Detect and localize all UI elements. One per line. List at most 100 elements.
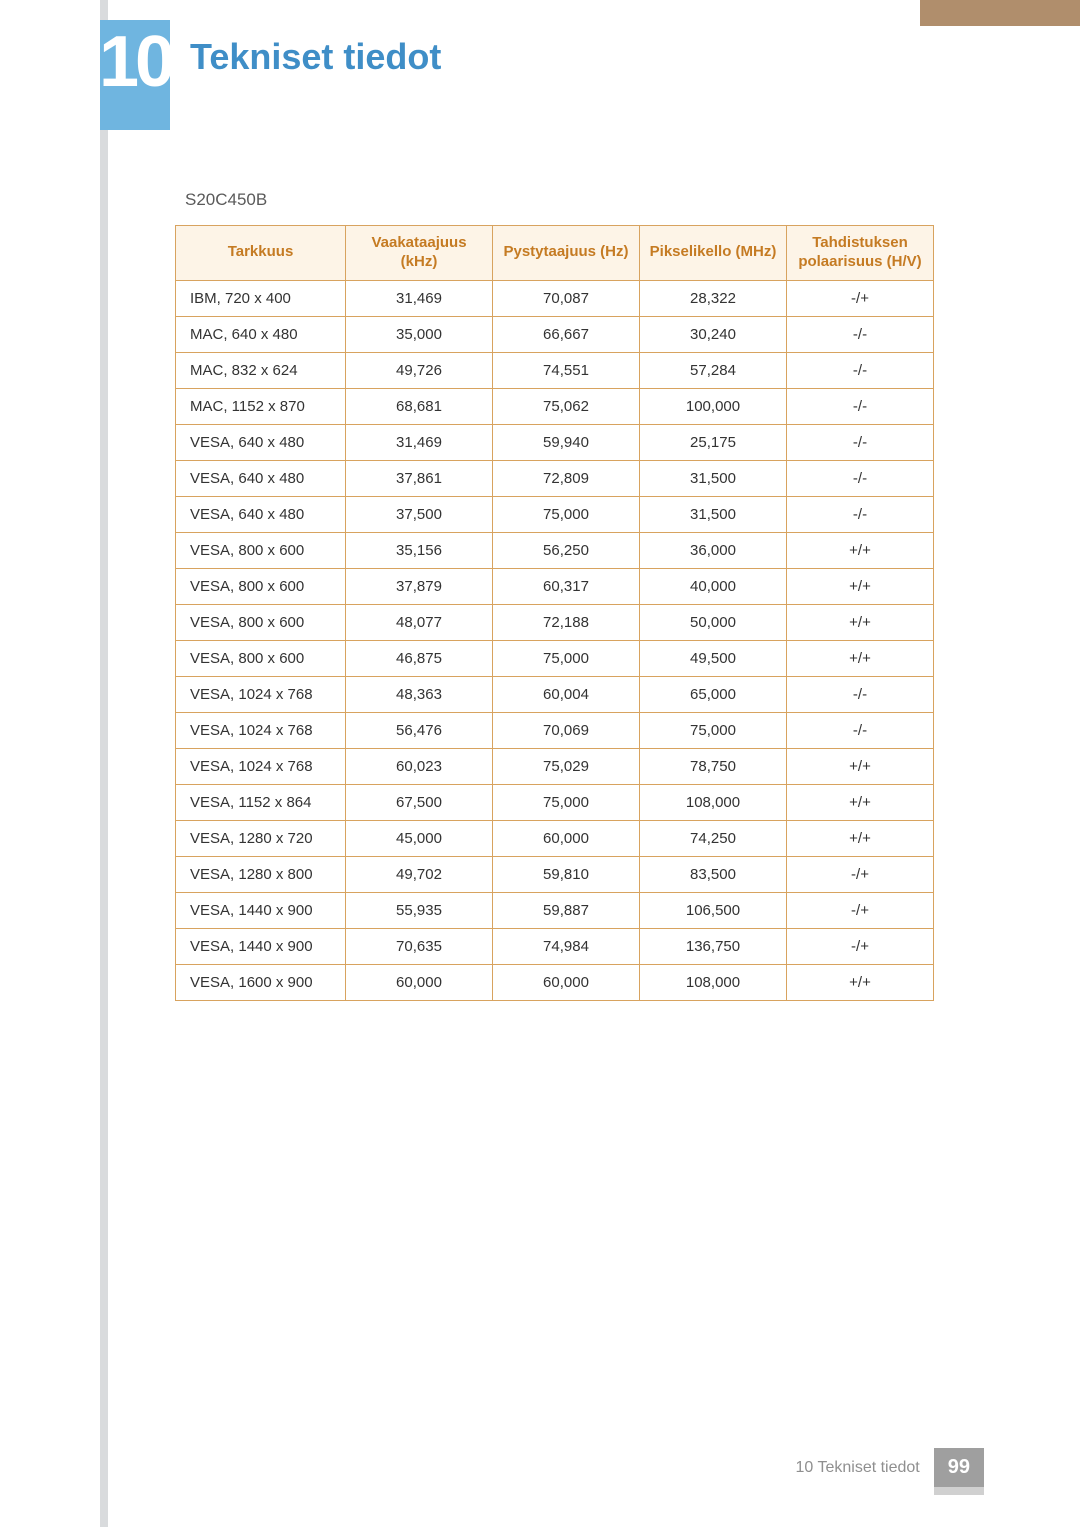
table-cell: +/+ bbox=[787, 784, 934, 820]
top-accent-bar bbox=[920, 0, 1080, 26]
table-cell: -/- bbox=[787, 424, 934, 460]
footer-notch bbox=[934, 1487, 984, 1495]
table-cell: VESA, 800 x 600 bbox=[176, 568, 346, 604]
table-row: VESA, 1024 x 76856,47670,06975,000-/- bbox=[176, 712, 934, 748]
table-cell: 65,000 bbox=[640, 676, 787, 712]
table-cell: 60,000 bbox=[346, 964, 493, 1000]
table-cell: -/- bbox=[787, 712, 934, 748]
table-cell: -/- bbox=[787, 676, 934, 712]
table-cell: 48,077 bbox=[346, 604, 493, 640]
table-cell: +/+ bbox=[787, 820, 934, 856]
table-row: MAC, 832 x 62449,72674,55157,284-/- bbox=[176, 352, 934, 388]
table-cell: 46,875 bbox=[346, 640, 493, 676]
table-row: VESA, 1600 x 90060,00060,000108,000+/+ bbox=[176, 964, 934, 1000]
table-cell: 40,000 bbox=[640, 568, 787, 604]
table-cell: MAC, 832 x 624 bbox=[176, 352, 346, 388]
table-cell: VESA, 1440 x 900 bbox=[176, 928, 346, 964]
table-cell: 75,000 bbox=[493, 496, 640, 532]
table-cell: 56,476 bbox=[346, 712, 493, 748]
table-cell: 59,887 bbox=[493, 892, 640, 928]
table-cell: MAC, 1152 x 870 bbox=[176, 388, 346, 424]
table-cell: VESA, 800 x 600 bbox=[176, 532, 346, 568]
table-cell: +/+ bbox=[787, 568, 934, 604]
table-row: IBM, 720 x 40031,46970,08728,322-/+ bbox=[176, 280, 934, 316]
section-subtitle: S20C450B bbox=[185, 190, 267, 210]
table-row: VESA, 800 x 60048,07772,18850,000+/+ bbox=[176, 604, 934, 640]
page: 10 Tekniset tiedot S20C450B Tarkkuus Vaa… bbox=[0, 0, 1080, 1527]
table-cell: -/- bbox=[787, 496, 934, 532]
table-cell: 45,000 bbox=[346, 820, 493, 856]
table-cell: 49,702 bbox=[346, 856, 493, 892]
table-row: VESA, 800 x 60037,87960,31740,000+/+ bbox=[176, 568, 934, 604]
table-cell: 56,250 bbox=[493, 532, 640, 568]
table-row: VESA, 1024 x 76848,36360,00465,000-/- bbox=[176, 676, 934, 712]
table-cell: -/+ bbox=[787, 928, 934, 964]
table-cell: -/- bbox=[787, 352, 934, 388]
table-row: VESA, 640 x 48037,86172,80931,500-/- bbox=[176, 460, 934, 496]
table-cell: 70,087 bbox=[493, 280, 640, 316]
table-cell: 108,000 bbox=[640, 964, 787, 1000]
table-cell: VESA, 800 x 600 bbox=[176, 604, 346, 640]
table-cell: 70,635 bbox=[346, 928, 493, 964]
table-cell: -/+ bbox=[787, 280, 934, 316]
table-cell: 75,000 bbox=[493, 784, 640, 820]
table-cell: -/- bbox=[787, 316, 934, 352]
table-cell: 59,940 bbox=[493, 424, 640, 460]
table-cell: MAC, 640 x 480 bbox=[176, 316, 346, 352]
table-header-row: Tarkkuus Vaakataajuus (kHz) Pystytaajuus… bbox=[176, 226, 934, 281]
table-cell: 50,000 bbox=[640, 604, 787, 640]
table-cell: VESA, 640 x 480 bbox=[176, 424, 346, 460]
table-row: VESA, 1152 x 86467,50075,000108,000+/+ bbox=[176, 784, 934, 820]
col-header: Pystytaajuus (Hz) bbox=[493, 226, 640, 281]
table-cell: 36,000 bbox=[640, 532, 787, 568]
page-footer: 10 Tekniset tiedot 99 bbox=[796, 1448, 984, 1487]
table-cell: 31,500 bbox=[640, 460, 787, 496]
col-header: Tarkkuus bbox=[176, 226, 346, 281]
chapter-number: 10 bbox=[99, 20, 171, 98]
table-cell: 67,500 bbox=[346, 784, 493, 820]
col-header: Pikselikello (MHz) bbox=[640, 226, 787, 281]
chapter-title: Tekniset tiedot bbox=[190, 36, 441, 78]
table-cell: VESA, 640 x 480 bbox=[176, 496, 346, 532]
spec-table: Tarkkuus Vaakataajuus (kHz) Pystytaajuus… bbox=[175, 225, 934, 1001]
table-cell: 74,984 bbox=[493, 928, 640, 964]
table-cell: 31,500 bbox=[640, 496, 787, 532]
table-cell: 31,469 bbox=[346, 280, 493, 316]
col-header: Vaakataajuus (kHz) bbox=[346, 226, 493, 281]
footer-page-number: 99 bbox=[934, 1448, 984, 1487]
table-cell: +/+ bbox=[787, 640, 934, 676]
table-cell: -/- bbox=[787, 460, 934, 496]
table-cell: VESA, 1280 x 720 bbox=[176, 820, 346, 856]
table-cell: 72,809 bbox=[493, 460, 640, 496]
table-row: VESA, 640 x 48031,46959,94025,175-/- bbox=[176, 424, 934, 460]
table-cell: -/+ bbox=[787, 892, 934, 928]
table-row: VESA, 1440 x 90055,93559,887106,500-/+ bbox=[176, 892, 934, 928]
table-cell: VESA, 1024 x 768 bbox=[176, 748, 346, 784]
table-cell: +/+ bbox=[787, 748, 934, 784]
table-cell: 60,000 bbox=[493, 964, 640, 1000]
table-cell: 37,861 bbox=[346, 460, 493, 496]
table-cell: VESA, 1024 x 768 bbox=[176, 712, 346, 748]
table-cell: VESA, 1152 x 864 bbox=[176, 784, 346, 820]
table-cell: 78,750 bbox=[640, 748, 787, 784]
chapter-badge: 10 bbox=[100, 20, 170, 130]
table-cell: 60,317 bbox=[493, 568, 640, 604]
table-cell: VESA, 800 x 600 bbox=[176, 640, 346, 676]
table-row: VESA, 800 x 60046,87575,00049,500+/+ bbox=[176, 640, 934, 676]
table-cell: VESA, 1024 x 768 bbox=[176, 676, 346, 712]
table-cell: 35,000 bbox=[346, 316, 493, 352]
table-cell: 60,000 bbox=[493, 820, 640, 856]
table-cell: IBM, 720 x 400 bbox=[176, 280, 346, 316]
table-cell: 57,284 bbox=[640, 352, 787, 388]
table-cell: VESA, 1600 x 900 bbox=[176, 964, 346, 1000]
table-cell: 66,667 bbox=[493, 316, 640, 352]
table-cell: 60,023 bbox=[346, 748, 493, 784]
table-cell: VESA, 1280 x 800 bbox=[176, 856, 346, 892]
table-cell: -/+ bbox=[787, 856, 934, 892]
table-cell: 75,000 bbox=[640, 712, 787, 748]
table-cell: VESA, 640 x 480 bbox=[176, 460, 346, 496]
table-cell: 70,069 bbox=[493, 712, 640, 748]
table-cell: +/+ bbox=[787, 964, 934, 1000]
table-row: VESA, 1280 x 72045,00060,00074,250+/+ bbox=[176, 820, 934, 856]
table-cell: 55,935 bbox=[346, 892, 493, 928]
